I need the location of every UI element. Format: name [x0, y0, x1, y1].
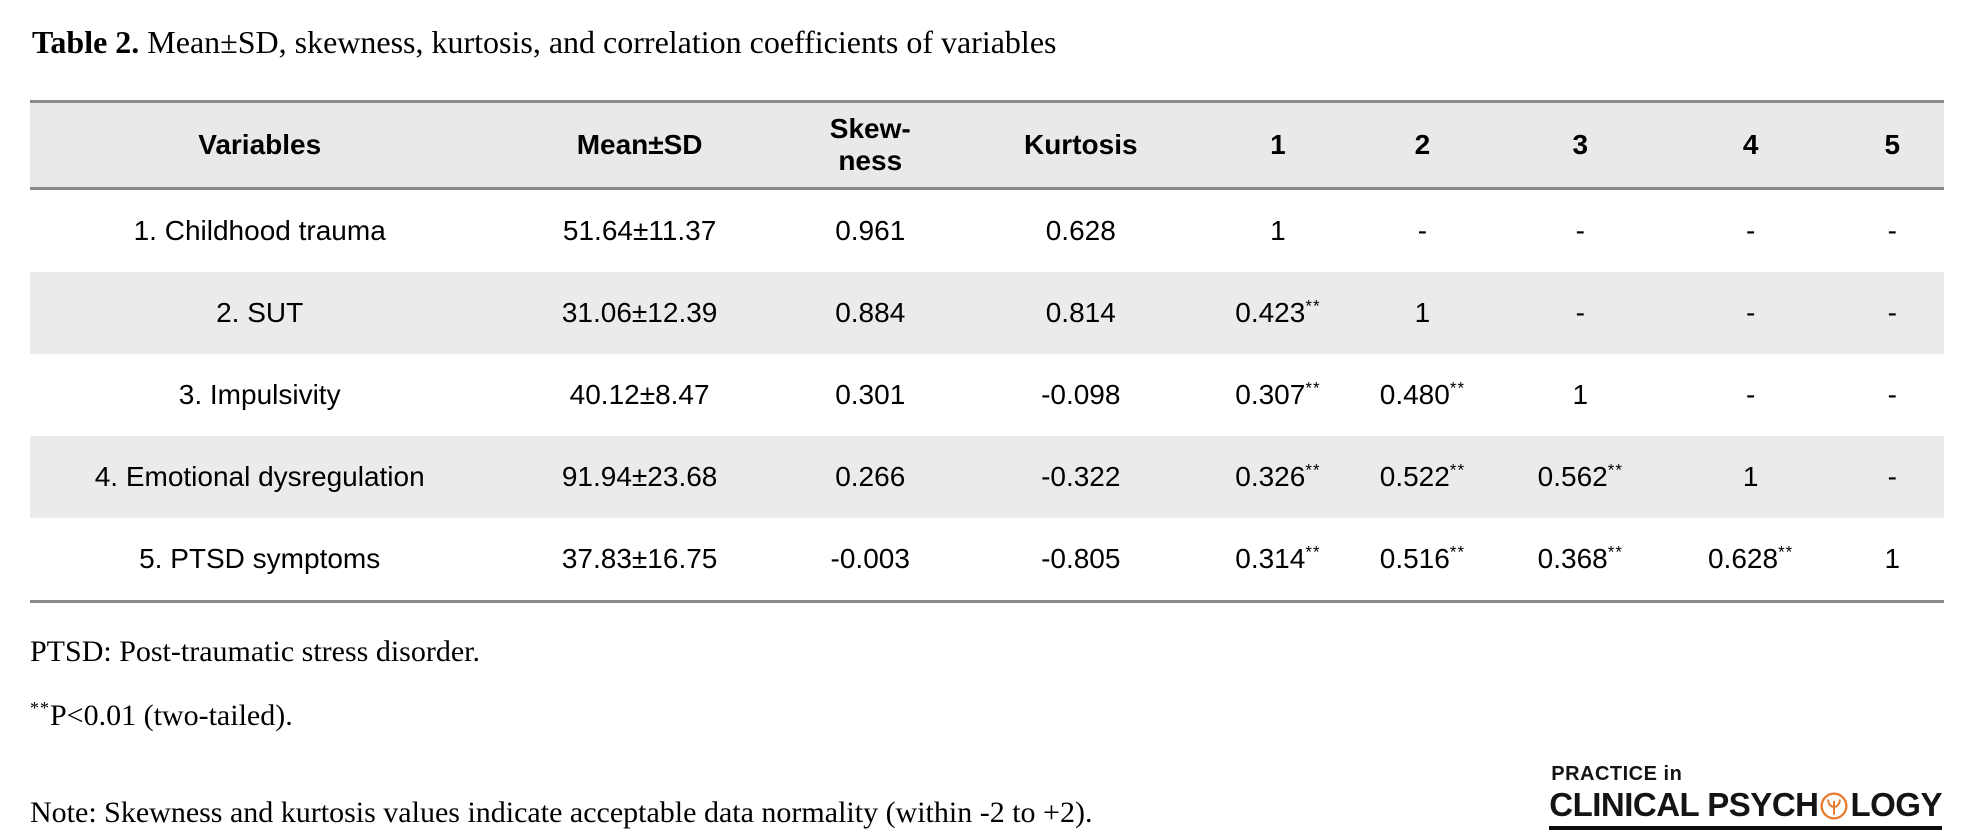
variable-cell: 1. Childhood trauma — [133, 215, 386, 246]
significance-marker: ** — [1305, 542, 1321, 562]
statistics-table: Variables Mean±SD Skew- ness Kurtosis 1 2 3 4 5 … — [30, 100, 1944, 603]
journal-logo: PRACTICE in CLINICAL PSYCH LOGY — [1549, 763, 1942, 830]
value-cell: 0.522** — [1344, 436, 1500, 518]
table-header: Variables Mean±SD Skew- ness Kurtosis 1 2 3 4 5 — [30, 100, 1944, 190]
significance-marker: ** — [1305, 296, 1321, 316]
value-cell: 0.480** — [1379, 378, 1466, 410]
table-caption-label: Table 2. — [32, 24, 140, 60]
variable-cell: 5. PTSD symptoms — [30, 518, 490, 603]
column-header: Mean±SD — [489, 100, 790, 190]
footnote-pvalue: **P<0.01 (two-tailed). — [30, 699, 1944, 733]
significance-marker: ** — [1607, 542, 1623, 562]
value-cell: 0.628** — [1660, 518, 1841, 603]
value-cell: 0.266 — [789, 436, 951, 518]
significance-marker: ** — [1449, 542, 1466, 562]
value-cell: - — [1660, 272, 1841, 354]
value-cell: 31.06±12.39 — [489, 272, 790, 354]
value-cell: 0.423** — [1210, 272, 1345, 354]
value-cell: 51.64±11.37 — [562, 215, 717, 246]
footnote-normality: Note: Skewness and kurtosis values indic… — [30, 796, 1093, 829]
significance-marker: ** — [1305, 378, 1321, 398]
column-header: 2 — [1344, 100, 1500, 190]
column-header: Kurtosis — [950, 100, 1211, 190]
value-cell: 0.326** — [1210, 436, 1345, 518]
footnote-pvalue-asterisks: ** — [30, 698, 50, 718]
value-cell: 1 — [1572, 379, 1589, 410]
value-cell: 1 — [1840, 518, 1944, 603]
table-row: 3. Impulsivity 40.12±8.47 0.301 -0.098 0.307… — [30, 354, 1944, 436]
table-body: 1. Childhood trauma 51.64±11.37 0.961 0.628… — [30, 189, 1944, 603]
column-header: 4 — [1660, 100, 1841, 190]
journal-logo-line2-right: LOGY — [1850, 786, 1942, 823]
significance-marker: ** — [1449, 460, 1466, 480]
journal-logo-line2-left: CLINICAL PSYCH — [1549, 786, 1819, 823]
value-cell: - — [1499, 272, 1661, 354]
variable-cell: 2. SUT — [30, 272, 490, 354]
column-header: 1 — [1210, 100, 1345, 190]
value-cell: 0.814 — [950, 272, 1211, 354]
value-cell: 0.368** — [1499, 518, 1661, 603]
journal-logo-line1: PRACTICE in — [1551, 763, 1683, 785]
column-header: Variables — [30, 100, 490, 190]
table-row: 1. Childhood trauma 51.64±11.37 0.961 0.628… — [30, 189, 1944, 273]
value-cell: 0.307** — [1235, 378, 1321, 410]
value-cell: -0.098 — [1041, 379, 1121, 410]
value-cell: 40.12±8.47 — [569, 379, 710, 410]
value-cell: - — [1745, 379, 1756, 410]
value-cell: 0.562** — [1499, 436, 1661, 518]
value-cell: -0.805 — [950, 518, 1211, 603]
value-cell: - — [1575, 215, 1585, 246]
value-cell: 0.314** — [1210, 518, 1345, 603]
significance-marker: ** — [1778, 542, 1794, 562]
column-header: 3 — [1499, 100, 1661, 190]
psychology-logo-icon — [1820, 792, 1848, 819]
footnote-abbreviation: PTSD: Post-traumatic stress disorder. — [30, 635, 480, 668]
value-cell: 1 — [1660, 436, 1841, 518]
significance-marker: ** — [1607, 460, 1623, 480]
table-row: 4. Emotional dysregulation 91.94±23.68 0.2… — [30, 436, 1944, 518]
value-cell: 1 — [1344, 272, 1500, 354]
value-cell: 0.628 — [1045, 215, 1116, 246]
value-cell: 0.301 — [835, 379, 906, 410]
column-header: 5 — [1840, 100, 1944, 190]
value-cell: 0.516** — [1344, 518, 1500, 603]
bottom-row: Note: Skewness and kurtosis values indic… — [30, 763, 1944, 830]
significance-marker: ** — [1449, 378, 1466, 398]
table-row: 5. PTSD symptoms 37.83±16.75 -0.003 -0.805 0… — [30, 518, 1944, 603]
value-cell: - — [1745, 215, 1756, 246]
significance-marker: ** — [1305, 460, 1321, 480]
value-cell: 91.94±23.68 — [489, 436, 790, 518]
value-cell: 1 — [1270, 215, 1286, 246]
value-cell: - — [1887, 215, 1897, 246]
column-header: Skew- ness — [789, 100, 951, 190]
variable-cell: 4. Emotional dysregulation — [30, 436, 490, 518]
value-cell: - — [1840, 436, 1944, 518]
value-cell: -0.003 — [789, 518, 951, 603]
journal-logo-line2: CLINICAL PSYCH LOGY — [1549, 786, 1942, 830]
value-cell: 0.961 — [835, 215, 906, 246]
value-cell: 37.83±16.75 — [489, 518, 790, 603]
value-cell: - — [1417, 215, 1428, 246]
table-caption: Table 2. Mean±SD, skewness, kurtosis, and… — [32, 22, 1944, 62]
value-cell: 0.884 — [789, 272, 951, 354]
table-row: 2. SUT 31.06±12.39 0.884 0.814 0.423** 1- - - — [30, 272, 1944, 354]
table-caption-text: Mean±SD, skewness, kurtosis, and correla… — [147, 24, 1057, 60]
value-cell: - — [1840, 272, 1944, 354]
table-header-row: Variables Mean±SD Skew- ness Kurtosis 1 2 3 4 5 — [30, 100, 1944, 190]
value-cell: -0.322 — [950, 436, 1211, 518]
value-cell: - — [1887, 379, 1897, 410]
footnote-pvalue-text: P<0.01 (two-tailed). — [50, 699, 293, 732]
variable-cell: 3. Impulsivity — [178, 379, 341, 410]
